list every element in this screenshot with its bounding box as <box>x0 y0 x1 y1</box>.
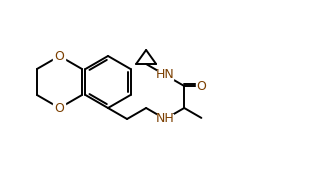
Bar <box>157 114 173 124</box>
Text: O: O <box>55 50 64 62</box>
Bar <box>157 70 173 80</box>
Bar <box>54 103 66 113</box>
Text: O: O <box>196 79 206 93</box>
Text: NH: NH <box>156 113 174 125</box>
Text: HN: HN <box>156 68 174 81</box>
Text: O: O <box>55 101 64 115</box>
Bar <box>54 51 66 61</box>
Bar <box>196 81 206 91</box>
